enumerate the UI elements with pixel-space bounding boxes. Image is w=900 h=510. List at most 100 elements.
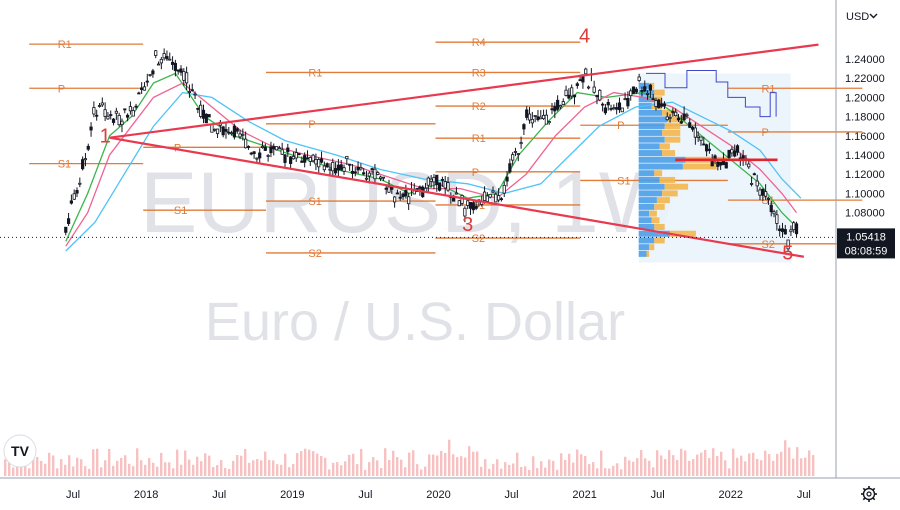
last-price-badge: 1.05418 08:08:59 — [837, 228, 895, 259]
candle-body-138 — [452, 197, 456, 202]
currency-menu[interactable]: USD — [846, 11, 878, 23]
volume-bar-185 — [744, 461, 747, 476]
candle-body-254 — [778, 228, 782, 231]
volume-histogram — [4, 439, 815, 476]
candle-body-149 — [482, 191, 487, 201]
time-axis[interactable]: Jul 2018 Jul 2019 Jul 2020 Jul 2021 Jul 2022 Jul — [66, 489, 811, 501]
volume-bar-99 — [400, 459, 403, 476]
price-tick-0: 1.24000 — [845, 54, 885, 66]
vp-up-0 — [638, 82, 650, 89]
volume-bar-140 — [564, 460, 567, 476]
candle-body-11 — [95, 114, 99, 117]
volume-bar-25 — [104, 460, 107, 476]
candle-body-215 — [668, 116, 672, 119]
candle-body-253 — [775, 214, 779, 224]
tradingview-logo[interactable]: TV — [3, 434, 37, 468]
candle-body-141 — [460, 195, 464, 204]
candle-body-3 — [72, 193, 76, 200]
volume-bar-64 — [260, 460, 263, 476]
volume-bar-44 — [180, 464, 183, 476]
volume-bar-197 — [792, 458, 795, 476]
volume-bar-124 — [500, 468, 503, 476]
volume-bar-156 — [628, 460, 631, 476]
candle-body-65 — [246, 146, 251, 148]
volume-bar-153 — [616, 463, 619, 476]
volume-bar-20 — [84, 466, 87, 476]
vp-up-25 — [638, 250, 647, 257]
candle-body-232 — [716, 161, 720, 167]
candle-body-202 — [631, 86, 636, 94]
candle-body-207 — [645, 93, 650, 95]
vp-up-13 — [638, 170, 655, 177]
vp-up-20 — [638, 217, 652, 224]
volume-bar-22 — [92, 449, 95, 476]
candle-body-151 — [488, 193, 492, 198]
vp-down-14 — [659, 176, 676, 183]
volume-bar-121 — [488, 468, 491, 476]
currency-label: USD — [846, 11, 869, 23]
vp-down-16 — [662, 190, 678, 197]
volume-bar-21 — [88, 468, 91, 476]
volume-bar-19 — [80, 459, 83, 476]
volume-bar-3 — [16, 464, 19, 476]
candle-body-120 — [401, 193, 405, 198]
volume-bar-81 — [328, 469, 331, 476]
volume-bar-155 — [624, 456, 627, 476]
volume-bar-27 — [112, 465, 115, 476]
time-tick-5: 2020 — [426, 489, 450, 501]
pivot-label-18: R1 — [761, 83, 775, 95]
vp-up-5 — [638, 116, 668, 123]
price-tick-4: 1.16000 — [845, 131, 885, 143]
candle-body-200 — [626, 98, 630, 107]
candle-body-249 — [764, 191, 768, 197]
price-axis[interactable]: 1.24000 1.22000 1.20000 1.18000 1.16000 1.140… — [845, 54, 885, 258]
volume-bar-195 — [784, 440, 787, 476]
volume-bar-14 — [60, 459, 63, 476]
candle-body-195 — [612, 107, 616, 110]
volume-bar-98 — [396, 457, 399, 476]
volume-bar-91 — [368, 462, 371, 476]
volume-bar-4 — [20, 460, 23, 476]
vp-up-19 — [638, 210, 650, 217]
volume-bar-157 — [632, 461, 635, 476]
candle-body-111 — [376, 172, 380, 175]
candle-body-34 — [159, 58, 163, 64]
candle-body-198 — [620, 107, 624, 113]
candle-body-171 — [544, 114, 548, 125]
vp-up-7 — [638, 129, 663, 136]
vp-up-14 — [638, 176, 660, 183]
candle-body-75 — [274, 146, 279, 151]
gear-hub — [866, 491, 872, 497]
candle-body-95 — [331, 162, 335, 172]
candle-body-213 — [662, 103, 667, 107]
candle-body-96 — [333, 168, 338, 174]
candle-body-228 — [704, 144, 709, 152]
candle-body-181 — [572, 94, 577, 98]
volume-bar-97 — [392, 450, 395, 476]
volume-bar-125 — [504, 462, 507, 476]
volume-bar-102 — [412, 450, 415, 476]
candle-body-56 — [221, 126, 225, 136]
volume-bar-131 — [528, 469, 531, 476]
candle-body-117 — [393, 196, 397, 203]
volume-bar-177 — [712, 448, 715, 476]
candle-body-174 — [553, 106, 557, 112]
volume-bar-37 — [152, 462, 155, 476]
candle-body-67 — [252, 151, 256, 154]
volume-bar-95 — [384, 448, 387, 476]
gear-icon[interactable] — [861, 486, 877, 502]
pivot-overlay-path — [646, 70, 777, 118]
volume-bar-114 — [460, 456, 463, 476]
candle-body-163 — [522, 124, 526, 130]
volume-bar-180 — [724, 460, 727, 476]
wave-label-0: 1 — [100, 126, 111, 148]
volume-bar-200 — [804, 457, 807, 476]
pivot-label-19: P — [761, 127, 768, 139]
pivot-label-4: S1 — [174, 205, 187, 217]
volume-bar-66 — [268, 460, 271, 476]
vp-up-10 — [638, 150, 663, 157]
candle-body-68 — [255, 157, 259, 160]
volume-bar-178 — [716, 456, 719, 476]
candle-body-19 — [117, 115, 121, 126]
